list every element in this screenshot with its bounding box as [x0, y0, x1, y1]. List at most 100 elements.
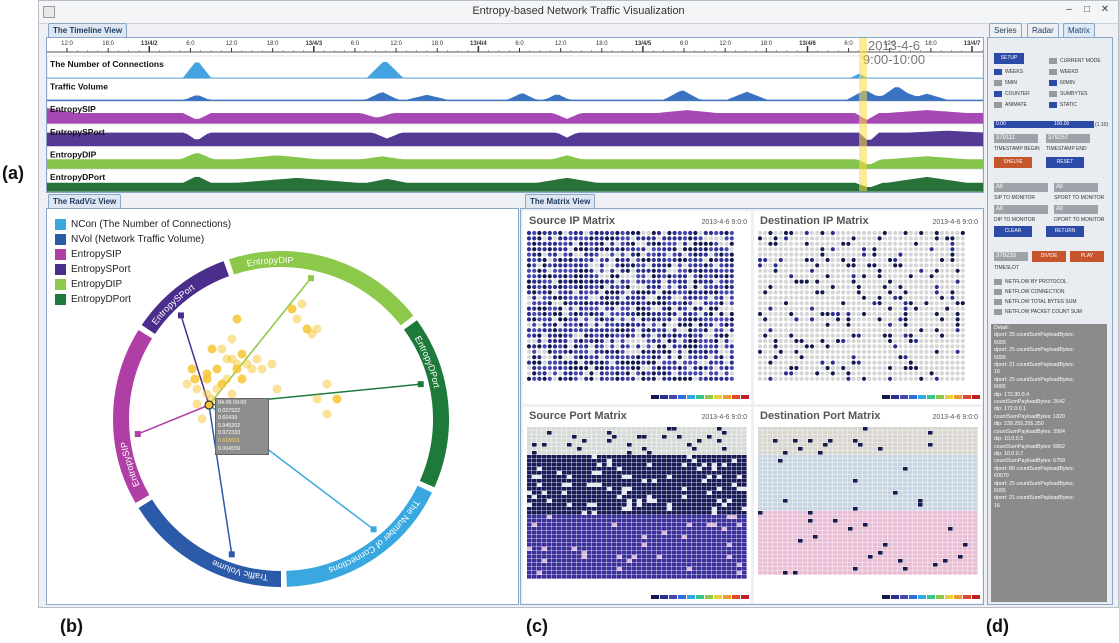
matrix-cell[interactable]	[773, 284, 778, 290]
matrix-cell[interactable]	[729, 355, 734, 360]
matrix-cell[interactable]	[607, 427, 612, 431]
matrix-cell[interactable]	[625, 311, 630, 317]
matrix-cell[interactable]	[537, 539, 542, 543]
matrix-cell[interactable]	[526, 365, 532, 371]
matrix-cell[interactable]	[687, 491, 692, 495]
matrix-cell[interactable]	[820, 322, 825, 327]
matrix-cell[interactable]	[838, 431, 843, 435]
matrix-cell[interactable]	[830, 344, 835, 349]
matrix-cell[interactable]	[820, 290, 825, 295]
matrix-cell[interactable]	[933, 491, 938, 495]
matrix-cell[interactable]	[567, 559, 572, 563]
radviz-point[interactable]	[312, 394, 322, 404]
matrix-cell[interactable]	[923, 459, 928, 463]
matrix-cell[interactable]	[973, 427, 978, 431]
matrix-cell[interactable]	[778, 344, 783, 349]
matrix-cell[interactable]	[968, 483, 973, 487]
matrix-cell[interactable]	[903, 338, 908, 344]
matrix-cell[interactable]	[589, 317, 594, 322]
matrix-cell[interactable]	[577, 471, 582, 475]
matrix-cell[interactable]	[872, 279, 877, 284]
matrix-cell[interactable]	[526, 247, 532, 252]
matrix-cell[interactable]	[768, 295, 773, 300]
matrix-cell[interactable]	[637, 483, 642, 487]
matrix-cell[interactable]	[647, 531, 652, 535]
matrix-cell[interactable]	[768, 471, 773, 475]
matrix-cell[interactable]	[662, 527, 667, 531]
matrix-cell[interactable]	[537, 263, 542, 268]
matrix-cell[interactable]	[804, 355, 809, 360]
matrix-cell[interactable]	[724, 311, 729, 317]
matrix-cell[interactable]	[612, 515, 617, 519]
matrix-cell[interactable]	[672, 519, 677, 523]
matrix-cell[interactable]	[578, 365, 584, 371]
matrix-cell[interactable]	[722, 451, 727, 455]
matrix-cell[interactable]	[630, 274, 636, 279]
matrix-cell[interactable]	[572, 471, 577, 475]
radviz-point[interactable]	[212, 364, 222, 374]
matrix-cell[interactable]	[677, 467, 682, 471]
matrix-cell[interactable]	[887, 247, 893, 252]
matrix-cell[interactable]	[641, 247, 646, 252]
matrix-cell[interactable]	[567, 555, 572, 559]
matrix-cell[interactable]	[833, 471, 838, 475]
matrix-cell[interactable]	[537, 551, 542, 555]
radviz-point[interactable]	[332, 394, 342, 404]
matrix-cell[interactable]	[908, 360, 913, 365]
matrix-cell[interactable]	[547, 290, 552, 295]
matrix-cell[interactable]	[793, 439, 798, 443]
matrix-cell[interactable]	[542, 443, 547, 447]
matrix-cell[interactable]	[856, 322, 861, 327]
matrix-cell[interactable]	[877, 268, 882, 273]
matrix-cell[interactable]	[963, 435, 968, 439]
matrix-cell[interactable]	[768, 371, 773, 376]
matrix-cell[interactable]	[768, 435, 773, 439]
matrix-cell[interactable]	[632, 575, 637, 579]
matrix-cell[interactable]	[953, 491, 958, 495]
matrix-cell[interactable]	[883, 499, 888, 503]
matrix-cell[interactable]	[717, 475, 722, 479]
matrix-cell[interactable]	[672, 344, 677, 349]
matrix-cell[interactable]	[577, 427, 582, 431]
matrix-cell[interactable]	[768, 252, 773, 257]
matrix-cell[interactable]	[856, 338, 861, 344]
matrix-cell[interactable]	[708, 284, 714, 290]
matrix-cell[interactable]	[703, 322, 708, 327]
matrix-cell[interactable]	[682, 547, 687, 551]
matrix-cell[interactable]	[846, 360, 851, 365]
matrix-cell[interactable]	[647, 475, 652, 479]
matrix-cell[interactable]	[542, 317, 547, 322]
matrix-cell[interactable]	[558, 338, 563, 344]
matrix-cell[interactable]	[662, 507, 667, 511]
matrix-cell[interactable]	[763, 290, 768, 295]
matrix-cell[interactable]	[625, 295, 630, 300]
matrix-cell[interactable]	[708, 376, 714, 381]
matrix-cell[interactable]	[768, 328, 773, 333]
matrix-cell[interactable]	[828, 499, 833, 503]
matrix-cell[interactable]	[877, 355, 882, 360]
matrix-cell[interactable]	[672, 503, 677, 507]
matrix-cell[interactable]	[724, 236, 729, 241]
matrix-cell[interactable]	[919, 376, 924, 381]
matrix-cell[interactable]	[809, 257, 815, 263]
matrix-cell[interactable]	[620, 284, 625, 290]
matrix-cell[interactable]	[929, 279, 934, 284]
matrix-cell[interactable]	[950, 241, 955, 246]
matrix-cell[interactable]	[732, 523, 737, 527]
matrix-cell[interactable]	[568, 257, 573, 263]
matrix-cell[interactable]	[697, 511, 702, 515]
matrix-cell[interactable]	[803, 479, 808, 483]
matrix-cell[interactable]	[758, 475, 763, 479]
matrix-cell[interactable]	[698, 290, 703, 295]
matrix-cell[interactable]	[622, 563, 627, 567]
matrix-cell[interactable]	[788, 471, 793, 475]
matrix-cell[interactable]	[594, 290, 599, 295]
matrix-cell[interactable]	[532, 268, 537, 273]
matrix-cell[interactable]	[597, 471, 602, 475]
matrix-cell[interactable]	[542, 491, 547, 495]
matrix-cell[interactable]	[778, 268, 783, 273]
matrix-cell[interactable]	[527, 543, 532, 547]
matrix-cell[interactable]	[908, 371, 913, 376]
matrix-cell[interactable]	[903, 467, 908, 471]
matrix-cell[interactable]	[672, 471, 677, 475]
